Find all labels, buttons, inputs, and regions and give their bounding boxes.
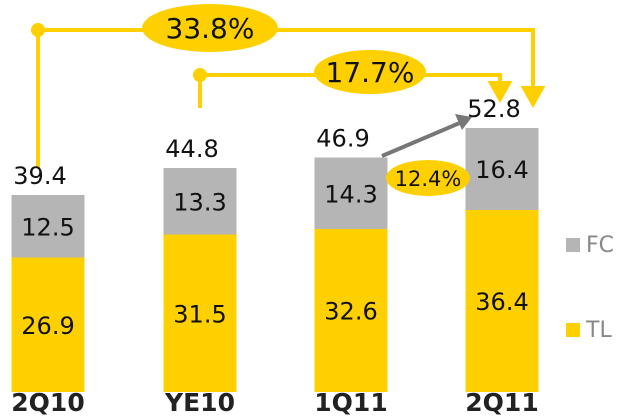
x-tick-label: YE10	[164, 388, 235, 417]
annotation: 17.7%	[326, 56, 415, 89]
x-tick-label: 2Q11	[465, 388, 538, 417]
segment-label: 36.4	[475, 288, 528, 316]
annotation-bubble	[142, 4, 278, 52]
segment-label: 32.6	[324, 298, 377, 326]
segment-label: 14.3	[324, 180, 377, 208]
annotation-bubble	[314, 50, 426, 94]
annotation-bubble	[386, 160, 470, 196]
bar-segment	[314, 157, 388, 229]
change-arrow-head	[455, 114, 472, 130]
total-label: 39.4	[13, 162, 66, 190]
bracket-dot	[193, 68, 207, 82]
bar-segment	[163, 234, 237, 392]
bracket-line	[36, 28, 535, 168]
change-arrow-line	[381, 120, 463, 158]
segment-label: 12.5	[21, 213, 74, 241]
total-label: 52.8	[467, 95, 520, 123]
bar-segment	[163, 168, 237, 235]
annotation: 33.8%	[166, 12, 255, 45]
legend-swatch	[566, 323, 580, 337]
bar-segment	[11, 257, 85, 392]
segment-label: 31.5	[173, 300, 226, 328]
total-label: 46.9	[316, 125, 369, 153]
legend-label: FC	[586, 233, 614, 258]
legend-swatch	[566, 238, 580, 252]
bracket-arrow	[487, 81, 513, 104]
segment-label: 16.4	[475, 156, 528, 184]
total-label: 44.8	[165, 135, 218, 163]
segment-label: 13.3	[173, 188, 226, 216]
bar-segment	[314, 229, 388, 392]
bar-segment	[465, 210, 539, 392]
bar-segment	[465, 128, 539, 210]
legend-label: TL	[585, 318, 612, 343]
x-tick-label: 2Q10	[11, 388, 84, 417]
x-tick-label: 1Q11	[314, 388, 387, 417]
bars: 26.9 12.5 39.4 2Q10 31.5 13.3 44.8 YE10 32.6 14.3…	[11, 95, 538, 417]
bar-segment	[11, 195, 85, 258]
growth-bracket-long	[31, 23, 546, 168]
annotation: 12.4%	[395, 167, 462, 191]
segment-label: 26.9	[21, 312, 74, 340]
bracket-arrow	[520, 86, 546, 109]
bracket-dot	[31, 23, 45, 37]
